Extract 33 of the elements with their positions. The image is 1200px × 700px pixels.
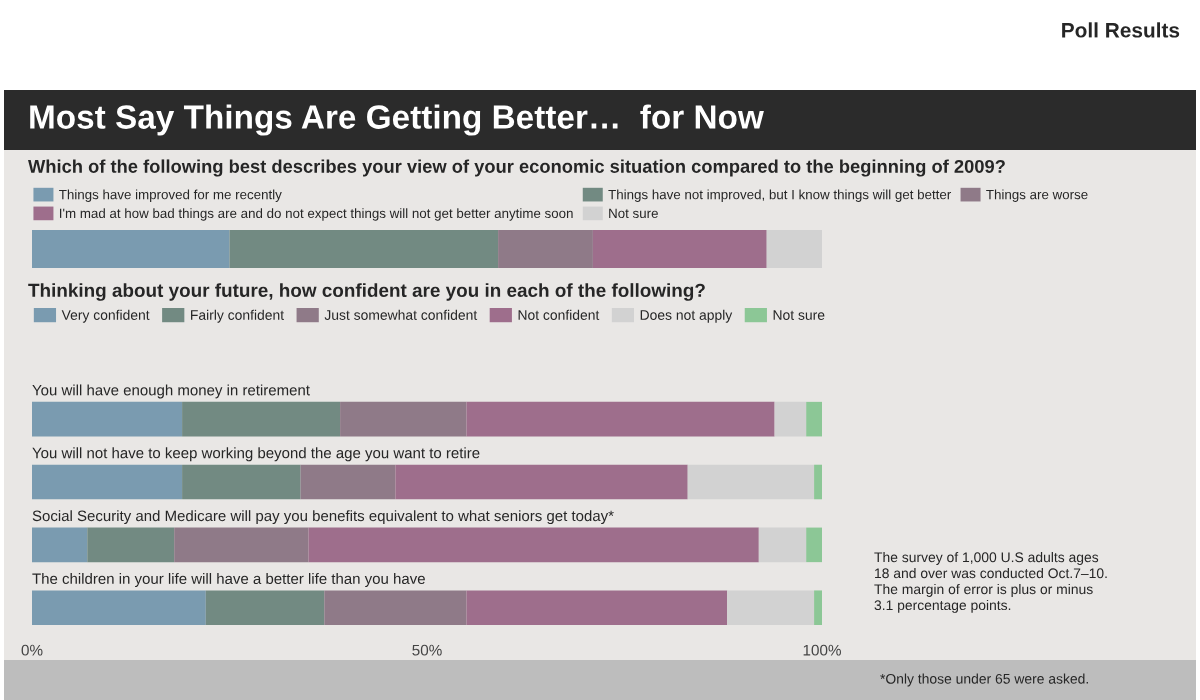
bar [806, 401, 822, 437]
chart-subtitle: Which of the following best describes your view of your economic situation compared to the beginning of 2009? [28, 159, 1005, 177]
bar [32, 464, 183, 500]
bar [32, 401, 183, 437]
bar [758, 527, 807, 563]
bar [806, 527, 822, 563]
bar [182, 464, 301, 500]
bar [466, 401, 775, 437]
text: Poll Results [1062, 22, 1180, 38]
bar [87, 527, 175, 563]
bar [498, 230, 593, 268]
bar [205, 590, 325, 625]
bar [774, 401, 807, 437]
bar [308, 527, 759, 563]
bar [300, 464, 396, 500]
bar [340, 401, 467, 437]
bar [814, 464, 822, 500]
bar [32, 527, 88, 563]
bar [466, 590, 728, 625]
chart-title: Thinking about your future, how confident are you in each of the following? [28, 283, 705, 301]
bar [32, 230, 230, 268]
chart-title: Most Say Things Are Getting Better… for Now [30, 104, 764, 136]
bar [182, 401, 341, 437]
bar [592, 230, 767, 268]
bar [814, 590, 822, 625]
bar [32, 590, 206, 625]
bar [766, 230, 822, 268]
bar [174, 527, 309, 563]
bar [727, 590, 815, 625]
bar [395, 464, 688, 500]
bar [229, 230, 499, 268]
bar [687, 464, 815, 500]
bar [324, 590, 467, 625]
